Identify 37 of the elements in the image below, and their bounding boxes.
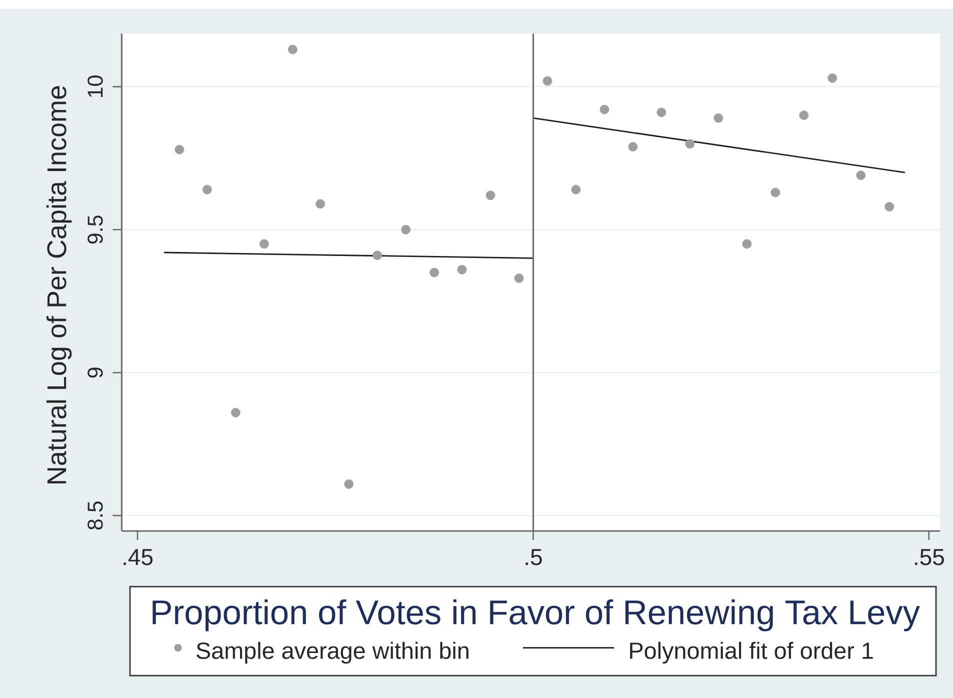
x-tick-label: .45 bbox=[124, 549, 153, 566]
x-tick-label: .55 bbox=[915, 549, 944, 566]
legend-label: Sample average within bin bbox=[196, 642, 468, 664]
point bbox=[202, 184, 212, 194]
point bbox=[828, 73, 838, 83]
point bbox=[884, 202, 894, 212]
point bbox=[457, 264, 467, 274]
point bbox=[174, 144, 184, 154]
point bbox=[656, 108, 666, 118]
point bbox=[571, 184, 581, 194]
x-tick-label: .5 bbox=[526, 549, 542, 566]
point bbox=[230, 408, 240, 418]
point bbox=[401, 224, 411, 234]
point bbox=[685, 139, 695, 149]
legend-label: Polynomial fit of order 1 bbox=[630, 642, 873, 664]
point bbox=[714, 113, 724, 123]
point bbox=[600, 104, 610, 114]
point bbox=[799, 110, 809, 120]
point bbox=[542, 76, 552, 86]
point bbox=[628, 142, 638, 152]
y-tick-label: 9 bbox=[88, 368, 103, 378]
legend-title: Proportion of Votes in Favor of Renewing Tax Levy bbox=[152, 599, 920, 632]
point bbox=[316, 199, 326, 209]
point bbox=[288, 44, 298, 54]
y-tick-label: 8.5 bbox=[88, 502, 103, 530]
point bbox=[770, 188, 780, 198]
y-tick-label: 9.5 bbox=[88, 216, 103, 244]
point bbox=[344, 479, 354, 489]
y-tick-label: 10 bbox=[88, 76, 103, 97]
point bbox=[259, 239, 269, 249]
point bbox=[514, 274, 524, 283]
point bbox=[486, 190, 496, 200]
point bbox=[856, 170, 866, 180]
y-axis-title: Natural Log of Per Capita Income bbox=[46, 86, 72, 484]
point bbox=[742, 239, 752, 249]
point bbox=[372, 250, 382, 260]
point bbox=[430, 268, 440, 278]
